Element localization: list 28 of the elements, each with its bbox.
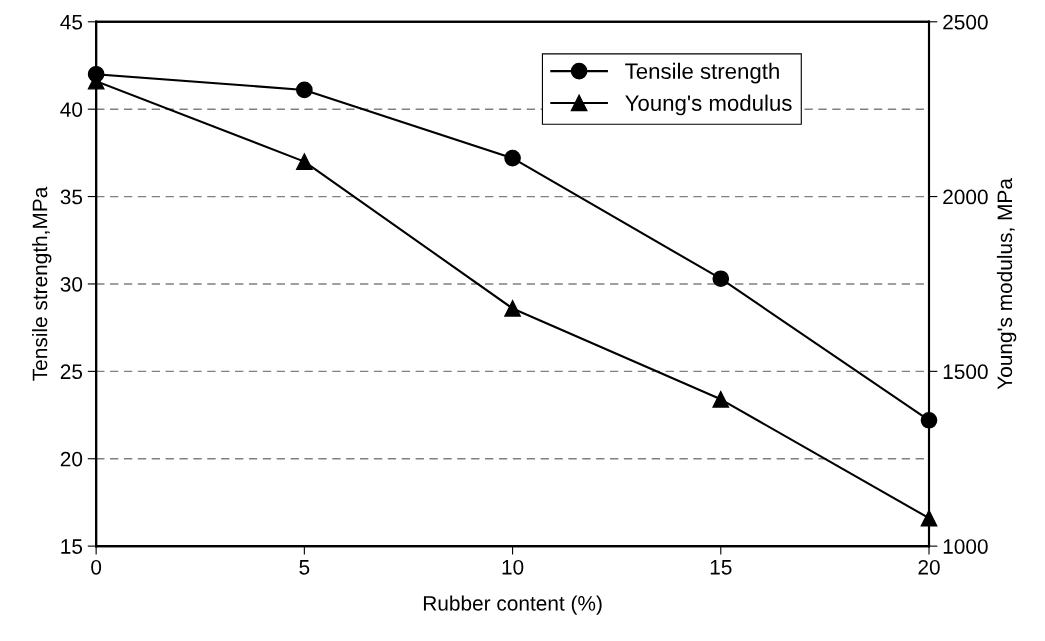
point: [712, 270, 730, 288]
y-tick-label: 40: [60, 102, 83, 117]
y-tick-label: 20: [60, 451, 83, 467]
point: [712, 390, 730, 408]
x-tick-label: 20: [918, 559, 940, 575]
x-tick-label: 15: [710, 560, 732, 575]
x-tick-label: 5: [299, 560, 310, 575]
x-axis-title: Rubber content (%): [423, 595, 602, 615]
y2-tick-label: 2500: [943, 14, 988, 30]
y-axis-title: Tensile strength,MPa: [32, 186, 52, 381]
x-tick-label: 10: [502, 559, 524, 575]
legend-label: Young's modulus: [625, 94, 792, 116]
y2-tick-label: 1500: [943, 364, 988, 380]
y-tick-label: 35: [60, 189, 83, 205]
x-tick-label: 0: [91, 559, 102, 575]
point: [504, 300, 521, 317]
y-tick-label: 25: [60, 364, 83, 380]
y2-axis-title: Young's modulus, MPa: [996, 178, 1017, 390]
point: [504, 149, 521, 167]
legend-label: Tensile strength: [625, 62, 779, 84]
point: [920, 509, 938, 527]
y-tick-label: 15: [61, 539, 83, 554]
y-tick-label: 30: [60, 276, 83, 292]
y2-tick-label: 1000: [943, 539, 988, 554]
y-tick-label: 45: [60, 15, 83, 30]
y2-tick-label: 2000: [943, 189, 988, 205]
point: [296, 153, 313, 170]
point: [296, 81, 313, 99]
